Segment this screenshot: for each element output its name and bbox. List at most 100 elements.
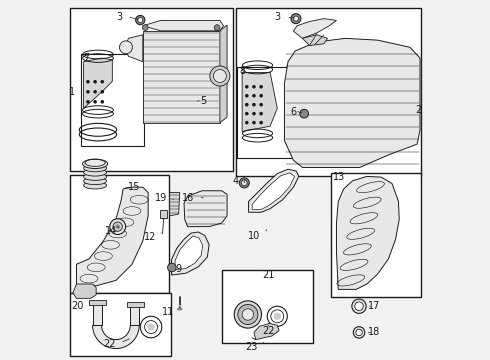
Circle shape [168, 263, 176, 272]
Ellipse shape [84, 173, 107, 180]
FancyBboxPatch shape [70, 8, 233, 171]
Circle shape [252, 94, 256, 98]
Circle shape [252, 121, 256, 125]
Circle shape [110, 219, 125, 234]
Polygon shape [93, 302, 101, 325]
Circle shape [245, 85, 248, 89]
Text: 1: 1 [69, 87, 74, 97]
Circle shape [355, 302, 364, 311]
Ellipse shape [82, 159, 108, 168]
FancyBboxPatch shape [70, 175, 169, 293]
Text: 18: 18 [368, 327, 380, 337]
Circle shape [214, 69, 226, 82]
Circle shape [245, 112, 248, 116]
Polygon shape [254, 323, 279, 339]
Text: 22: 22 [262, 326, 275, 336]
Ellipse shape [84, 182, 107, 189]
Polygon shape [89, 300, 106, 305]
Circle shape [93, 100, 97, 104]
FancyBboxPatch shape [221, 270, 313, 343]
FancyBboxPatch shape [81, 54, 144, 146]
Polygon shape [175, 236, 203, 270]
Circle shape [252, 85, 256, 89]
Text: 2: 2 [416, 105, 422, 115]
Text: 13: 13 [333, 172, 345, 182]
Text: 23: 23 [245, 342, 258, 352]
Polygon shape [143, 31, 220, 123]
Polygon shape [220, 25, 227, 123]
Text: 16: 16 [182, 193, 194, 203]
Polygon shape [172, 232, 209, 275]
Circle shape [86, 90, 90, 94]
Circle shape [100, 90, 104, 94]
Polygon shape [302, 35, 327, 45]
Circle shape [120, 41, 132, 54]
Polygon shape [184, 191, 227, 226]
Circle shape [245, 103, 248, 107]
Polygon shape [170, 193, 180, 216]
Circle shape [86, 80, 90, 84]
Ellipse shape [84, 177, 107, 185]
Polygon shape [84, 58, 112, 108]
Text: 9: 9 [175, 264, 181, 274]
Circle shape [291, 14, 301, 24]
Circle shape [245, 94, 248, 98]
Polygon shape [126, 302, 144, 307]
Text: 5: 5 [200, 96, 206, 106]
Polygon shape [285, 39, 420, 167]
Polygon shape [294, 19, 337, 39]
FancyBboxPatch shape [237, 67, 303, 158]
Ellipse shape [177, 308, 183, 311]
Polygon shape [242, 72, 277, 132]
Text: 22: 22 [103, 339, 116, 349]
Circle shape [259, 121, 263, 125]
Circle shape [274, 313, 281, 320]
Polygon shape [248, 169, 299, 212]
Circle shape [234, 301, 262, 328]
Polygon shape [93, 325, 139, 348]
Text: 19: 19 [154, 193, 167, 203]
Circle shape [138, 18, 143, 23]
Circle shape [242, 180, 247, 186]
FancyBboxPatch shape [331, 173, 421, 297]
Circle shape [242, 309, 254, 320]
Text: 4: 4 [233, 176, 239, 186]
Circle shape [93, 90, 97, 94]
Text: 11: 11 [162, 307, 174, 316]
Text: 14: 14 [105, 226, 117, 236]
Text: 3: 3 [116, 12, 122, 22]
Text: 6: 6 [290, 107, 296, 117]
Circle shape [294, 16, 298, 21]
Circle shape [300, 109, 309, 118]
Polygon shape [143, 21, 223, 31]
Circle shape [136, 15, 145, 25]
FancyBboxPatch shape [236, 8, 421, 176]
Text: 17: 17 [368, 301, 380, 311]
Circle shape [93, 80, 97, 84]
Circle shape [239, 178, 249, 188]
Circle shape [100, 100, 104, 104]
FancyBboxPatch shape [70, 293, 172, 356]
Text: 20: 20 [71, 301, 83, 311]
Circle shape [267, 306, 287, 326]
Circle shape [113, 222, 122, 231]
Polygon shape [76, 187, 148, 286]
Text: 21: 21 [262, 270, 274, 280]
Text: 8: 8 [240, 66, 246, 76]
Circle shape [86, 100, 90, 104]
Circle shape [271, 310, 284, 323]
Circle shape [140, 316, 162, 338]
Ellipse shape [84, 165, 107, 172]
Text: 3: 3 [274, 12, 280, 22]
Polygon shape [125, 35, 143, 62]
Polygon shape [130, 304, 139, 325]
Text: 10: 10 [248, 231, 260, 240]
Polygon shape [160, 211, 167, 218]
Circle shape [353, 327, 365, 338]
Text: 12: 12 [144, 232, 156, 242]
Polygon shape [252, 173, 294, 210]
Circle shape [259, 85, 263, 89]
Circle shape [356, 329, 362, 336]
Circle shape [147, 323, 155, 330]
Circle shape [352, 299, 366, 314]
